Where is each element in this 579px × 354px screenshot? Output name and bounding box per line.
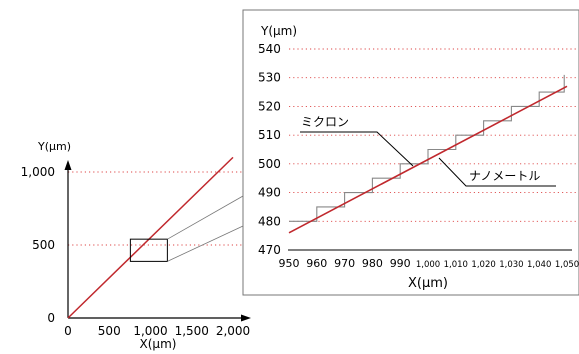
- detail-y-tick-label: 500: [258, 157, 281, 171]
- overview-y-axis-arrow: [64, 160, 72, 170]
- detail-y-tick-label: 520: [258, 99, 281, 113]
- zoom-connector-bottom: [167, 225, 244, 262]
- annotation-micron: ミクロン: [300, 115, 414, 167]
- detail-y-tick-label: 510: [258, 128, 281, 142]
- overview-y-axis-title: Y(µm): [37, 140, 71, 153]
- overview-grid: [68, 171, 243, 246]
- overview-y-tick-label: 500: [32, 238, 55, 252]
- detail-x-tick-label: 970: [334, 257, 355, 270]
- detail-chart: 470 480 490 500 510 520 530 540 950 960 970 980 990…: [242, 9, 579, 296]
- detail-y-tick-label: 490: [258, 186, 281, 200]
- annotation-nanometer: ナノメートル: [438, 157, 556, 187]
- detail-x-tick-labels: 950 960 970 980 990 1,000 1,010 1,020 1,030 1,040…: [279, 257, 579, 270]
- detail-y-tick-label: 530: [258, 71, 281, 85]
- overview-x-tick-label: 1,500: [175, 324, 209, 338]
- overview-y-tick-labels: 0 500 1,000: [21, 165, 55, 325]
- detail-series: [288, 74, 568, 234]
- detail-y-tick-label: 480: [258, 214, 281, 228]
- detail-x-tick-label: 1,030: [499, 260, 523, 270]
- detail-y-axis-title: Y(µm): [260, 24, 297, 38]
- detail-x-tick-label: 980: [362, 257, 383, 270]
- detail-x-tick-label: 1,050: [555, 260, 579, 270]
- overview-x-tick-label: 2,000: [216, 324, 250, 338]
- overview-y-tick-label: 0: [47, 311, 55, 325]
- overview-y-tick-label: 1,000: [21, 165, 55, 179]
- detail-y-tick-labels: 470 480 490 500 510 520 530 540: [258, 42, 281, 257]
- overview-series: [67, 156, 234, 319]
- detail-y-tick-label: 470: [258, 243, 281, 257]
- overview-series-line: [67, 156, 234, 319]
- detail-x-tick-label: 960: [306, 257, 327, 270]
- annotation-micron-label: ミクロン: [301, 115, 349, 129]
- overview-x-tick-label: 500: [98, 324, 121, 338]
- detail-grid: [289, 48, 576, 222]
- detail-trend-line: [288, 85, 568, 234]
- overview-x-tick-label: 0: [64, 324, 72, 338]
- overview-x-tick-labels: 0 500 1,000 1,500 2,000: [64, 324, 250, 338]
- zoom-connector-top: [167, 195, 244, 240]
- overview-chart: 0 500 1,000 0 500 1,000 1,500 2,000 Y(µm) X(µm…: [21, 140, 251, 351]
- detail-x-tick-label: 990: [390, 257, 411, 270]
- detail-panel: [242, 9, 579, 296]
- detail-x-tick-label: 1,020: [471, 260, 495, 270]
- annotation-nanometer-leader: [438, 157, 556, 187]
- detail-y-tick-label: 540: [258, 42, 281, 56]
- annotation-micron-leader: [300, 131, 414, 167]
- detail-x-tick-label: 950: [279, 257, 300, 270]
- detail-x-tick-label: 1,010: [444, 260, 468, 270]
- overview-x-tick-label: 1,000: [133, 324, 167, 338]
- annotation-nanometer-label: ナノメートル: [469, 169, 540, 183]
- detail-x-tick-label: 1,040: [527, 260, 551, 270]
- detail-step-line: [289, 74, 565, 222]
- overview-x-axis-arrow: [241, 314, 251, 322]
- zoom-box: [129, 238, 168, 262]
- overview-x-axis-title: X(µm): [140, 337, 177, 351]
- detail-x-tick-label: 1,000: [416, 260, 440, 270]
- detail-x-axis-title: X(µm): [408, 276, 448, 291]
